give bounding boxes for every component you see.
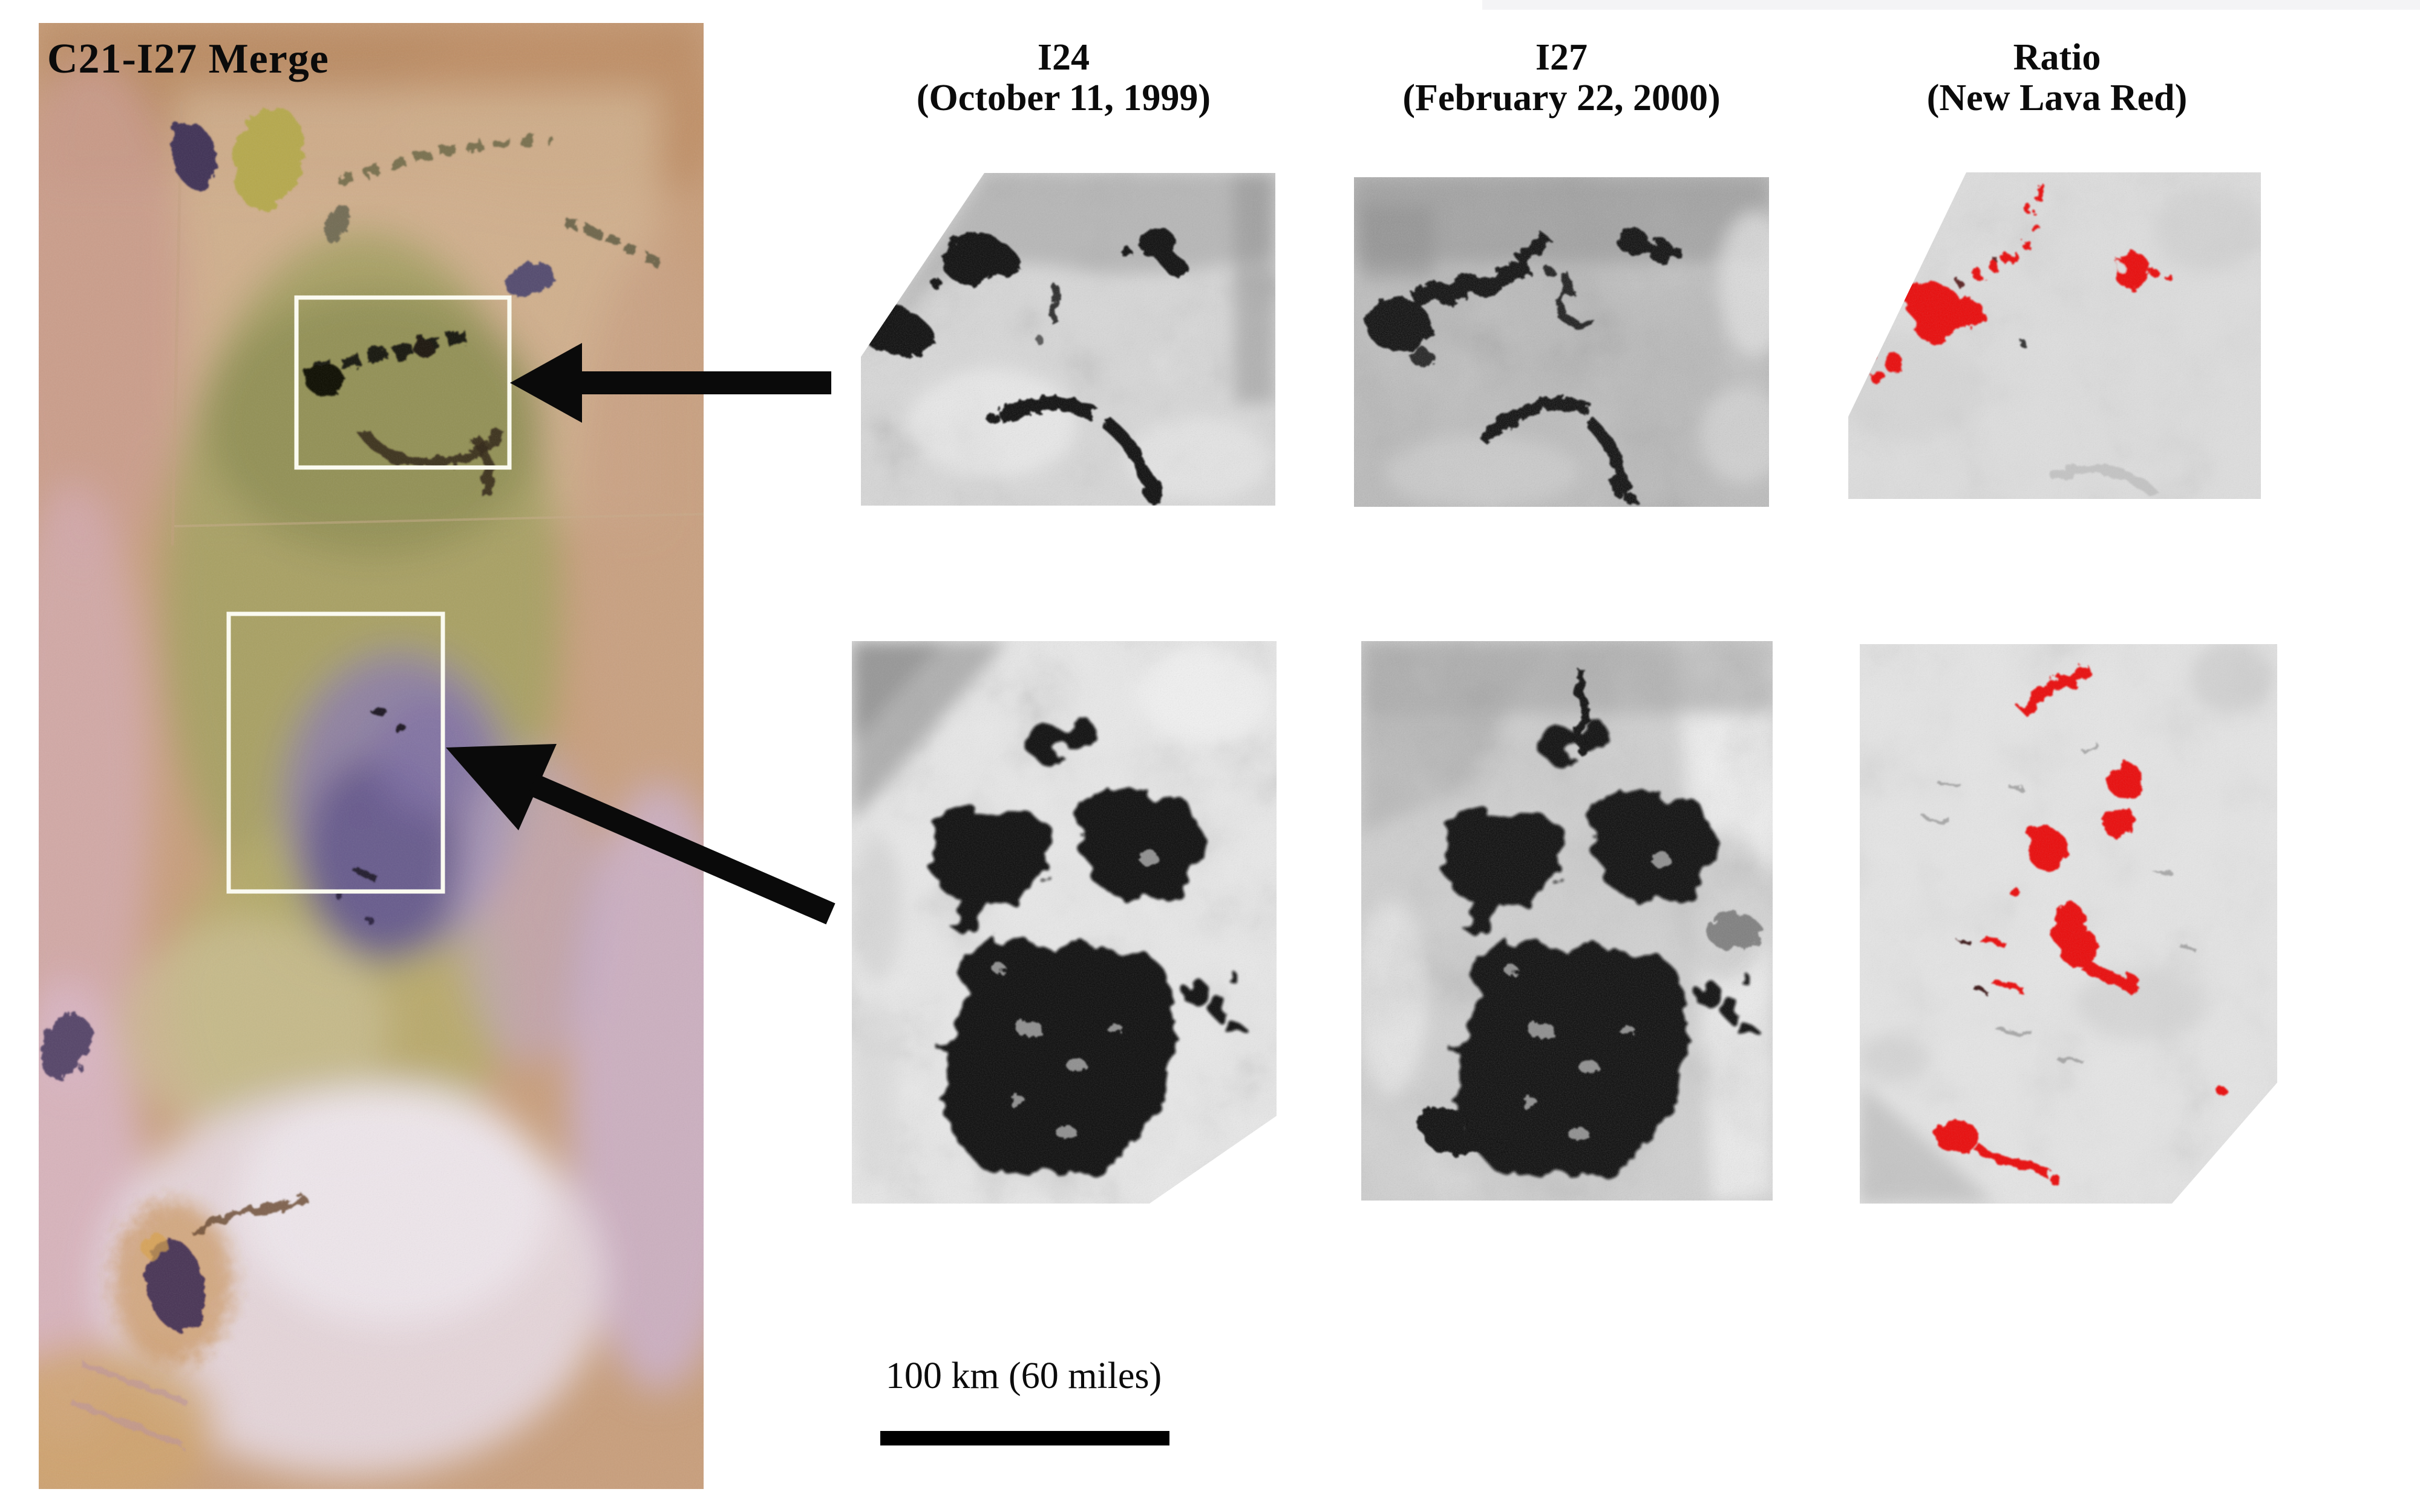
scale-bar xyxy=(880,1431,1169,1445)
column-header-ratio: Ratio (New Lava Red) xyxy=(1754,37,2360,119)
mosaic-title: C21-I27 Merge xyxy=(47,36,329,82)
roi-box-top xyxy=(294,295,512,470)
merge-mosaic-image xyxy=(39,23,704,1489)
column-title-i24: I24 xyxy=(1037,37,1090,78)
column-header-i27: I27 (February 22, 2000) xyxy=(1259,37,1864,119)
arrow-bottom-row-icon xyxy=(446,744,836,925)
column-header-i24: I24 (October 11, 1999) xyxy=(761,37,1366,119)
panel-ratio-top-image xyxy=(1848,172,2261,499)
column-title-i27: I27 xyxy=(1535,37,1588,78)
scale-bar-label: 100 km (60 miles) xyxy=(885,1355,1162,1396)
column-title-ratio: Ratio xyxy=(2013,37,2101,78)
roi-box-bottom xyxy=(226,611,445,894)
panel-i24-top-image xyxy=(861,173,1275,506)
panel-i24-bottom-image xyxy=(852,641,1277,1204)
top-edge-strip xyxy=(1482,0,2420,10)
arrow-top-row-icon xyxy=(510,343,831,423)
panel-i27-bottom-image xyxy=(1361,641,1773,1201)
panel-i27-top-image xyxy=(1354,177,1769,507)
column-date-i24: (October 11, 1999) xyxy=(916,77,1211,119)
column-date-i27: (February 22, 2000) xyxy=(1402,77,1721,119)
column-subtitle-ratio: (New Lava Red) xyxy=(1926,77,2188,119)
panel-ratio-bottom-image xyxy=(1860,644,2277,1204)
